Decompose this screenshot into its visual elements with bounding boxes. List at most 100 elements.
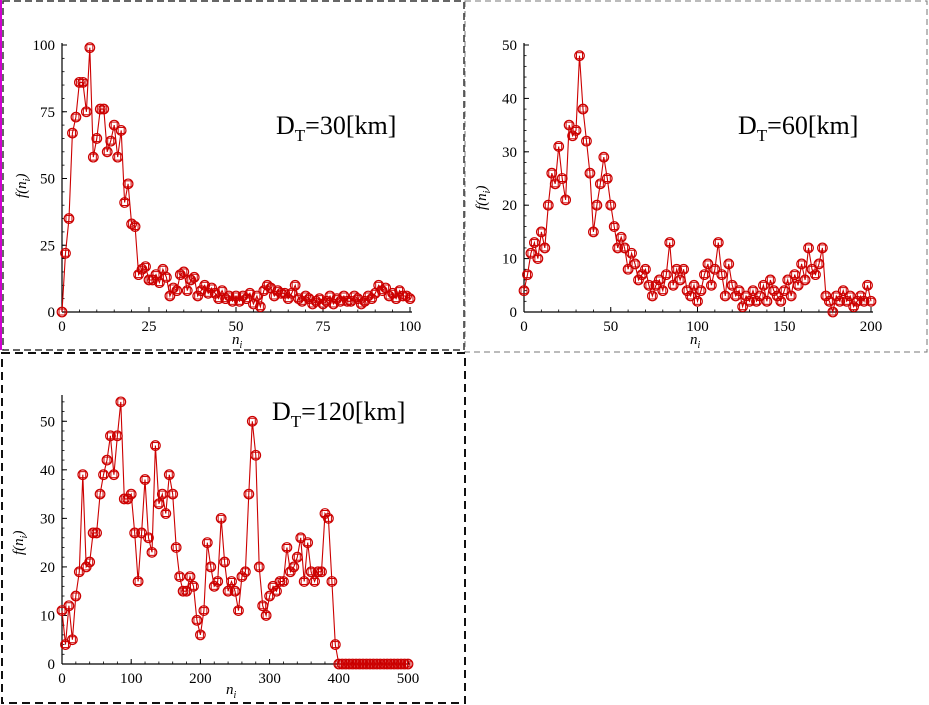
data-point [716,269,728,281]
chart-axes: 0 50 100 150 200 0 10 20 30 40 50 [502,38,882,335]
data-point [646,290,658,302]
data-point [584,167,596,179]
data-point [594,178,606,190]
data-point [535,226,547,238]
data-point [664,237,676,248]
data-point [91,133,103,144]
data-point [782,274,794,286]
data-point [229,585,241,597]
data-point [556,173,568,184]
data-point [132,576,144,587]
data-point [112,151,124,163]
data-point [239,566,251,578]
data-point [733,285,745,297]
data-point [723,258,735,270]
data-point [178,266,190,278]
y-tick-label: 0 [48,305,56,321]
x-tick-label: 0 [58,319,66,335]
x-tick-label: 25 [142,319,157,335]
data-point [129,527,141,539]
data-point [129,221,141,232]
data-point [198,605,210,616]
panel-frame-dt120 [1,352,466,704]
x-tick-label: 50 [603,319,618,335]
data-point [226,576,237,587]
data-point [94,488,106,500]
data-point [865,295,877,307]
chart-series [518,50,877,318]
chart-panel-dt120: 0 100 200 300 400 500 0 10 20 30 40 50 DT=120[km] n… [11,395,419,701]
data-point [817,242,828,254]
data-point [212,576,224,587]
x-tick-label: 100 [120,671,143,687]
data-point [667,279,679,291]
data-point [747,285,759,297]
data-point [712,237,724,248]
data-point [160,508,172,519]
data-point [695,285,707,297]
data-point [119,197,131,208]
data-point [174,571,186,583]
data-point [837,285,849,297]
data-point [813,258,825,270]
x-tick-label: 0 [58,671,66,687]
y-axis-title: f(ni) [11,531,30,555]
chart-panel-dt30: 0 25 50 75 100 0 25 50 75 100 DT=30[km] ni f(ni) [14,38,421,351]
data-point [754,290,766,302]
data-point [156,488,168,500]
series-line [61,401,408,665]
y-tick-label: 50 [502,38,517,54]
x-tick-label: 100 [399,319,422,335]
x-tick-label: 75 [316,319,331,335]
series-line [61,47,411,313]
data-point [253,561,265,573]
chart-axes: 0 25 50 75 100 0 25 50 75 100 [33,38,422,335]
data-point [309,576,320,587]
data-point [744,295,755,307]
x-tick-label: 300 [258,671,281,687]
data-point [553,141,565,152]
data-point [146,546,158,558]
x-axis-title: ni [232,332,243,351]
data-point [758,279,769,291]
panel-frame-dt30 [2,0,465,351]
x-tick-label: 400 [328,671,351,687]
data-point [605,199,617,211]
data-point [622,263,634,275]
data-point [84,556,96,568]
data-point [316,566,327,578]
chart-label: DT=30[km] [276,111,396,145]
data-point [143,532,154,544]
data-point [254,301,266,313]
data-point [80,106,92,118]
data-point [699,269,710,281]
data-point [170,542,182,553]
data-point [154,277,165,289]
data-point [803,242,814,254]
data-point [529,237,540,248]
data-point [539,242,551,254]
data-point [70,590,82,602]
y-tick-label: 10 [40,608,55,624]
data-point [619,242,631,254]
data-point [518,285,530,297]
data-point [581,135,592,147]
x-tick-label: 500 [397,671,420,687]
y-axis-title: f(ni) [474,186,493,210]
data-point [574,50,585,62]
data-point [626,247,637,259]
data-point [778,285,790,297]
data-point [222,585,234,597]
y-tick-label: 25 [40,238,55,254]
x-tick-label: 200 [860,319,883,335]
data-point [323,512,334,524]
data-point [246,415,258,427]
y-tick-label: 20 [502,198,517,214]
data-point [737,301,749,313]
data-point [289,279,301,291]
data-point [281,542,293,553]
chart-label: DT=120[km] [272,397,405,431]
data-point [56,306,68,318]
data-point [612,242,624,254]
data-point [799,274,811,286]
